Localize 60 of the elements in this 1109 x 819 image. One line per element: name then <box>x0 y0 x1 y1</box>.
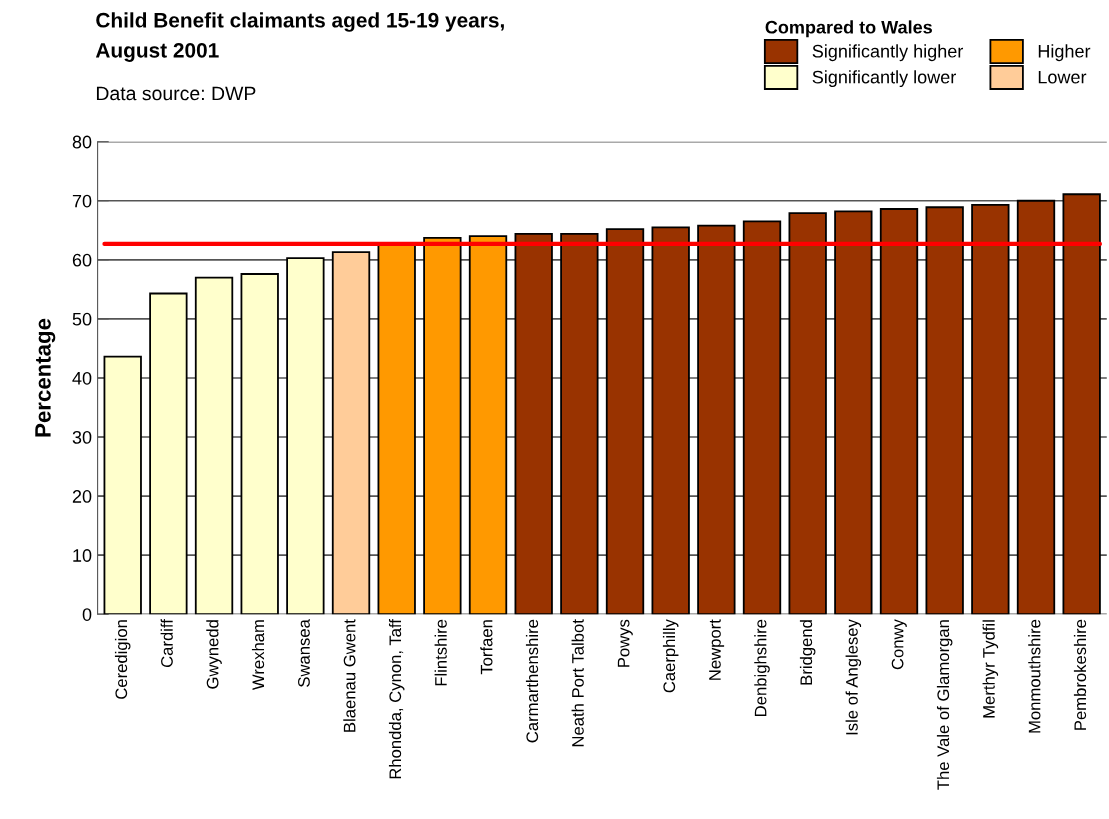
x-tick-label: Torfaen <box>480 620 493 675</box>
y-tick-label: 50 <box>72 312 92 326</box>
y-tick-label: 40 <box>72 371 92 385</box>
source-note: Data source: DWP <box>96 86 256 101</box>
bar <box>331 251 371 615</box>
bar <box>286 257 325 615</box>
x-tick-label: Monmouthshire <box>1028 619 1041 733</box>
chart-title: Child Benefit claimants aged 15-19 years, August 2001 <box>95 12 504 62</box>
bar <box>149 292 188 615</box>
bar <box>560 232 599 615</box>
x-tick-label: Gwynedd <box>206 620 222 689</box>
bar <box>925 206 964 615</box>
y-tick-label: 80 <box>72 135 92 149</box>
x-tick-label: Isle of Anglesey <box>845 619 862 735</box>
bar <box>697 224 736 615</box>
bar <box>194 276 234 615</box>
bar <box>879 208 919 615</box>
x-tick-label: Cardiff <box>160 619 173 668</box>
x-tick-label: Caerphilly <box>662 619 679 693</box>
legend-label: Significantly higher <box>812 44 964 62</box>
bar <box>240 273 279 615</box>
bar <box>103 355 142 615</box>
y-tick-label: 60 <box>72 253 92 267</box>
y-tick-label: 10 <box>73 549 92 562</box>
bar <box>971 203 1010 615</box>
bar <box>788 212 827 615</box>
x-tick-label: Bridgend <box>799 620 816 685</box>
x-tick-label: Ceredigion <box>114 620 131 699</box>
x-tick-label: Neath Port Talbot <box>571 619 584 747</box>
bar <box>742 220 782 615</box>
y-tick-label: 20 <box>72 490 92 503</box>
x-tick-label: Powys <box>617 619 633 667</box>
bar <box>1016 199 1056 615</box>
x-tick-label: Wrexham <box>251 620 265 691</box>
x-tick-label: Rhondda, Cynon, Taff <box>388 619 405 779</box>
legend-label: Significantly lower <box>812 70 956 88</box>
x-tick-label: Swansea <box>298 619 310 687</box>
x-tick-label: The Vale of Glamorgan <box>936 620 953 790</box>
x-tick-label: Newport <box>709 619 725 680</box>
legend-title: Compared to Wales <box>765 20 932 38</box>
x-tick-label: Denbighshire <box>754 619 770 716</box>
bar <box>651 226 690 615</box>
y-tick-label: 0 <box>82 608 92 621</box>
x-tick-label: Carmarthenshire <box>525 619 539 743</box>
bar <box>1062 193 1101 615</box>
x-tick-label: Blaenau Gwent <box>343 619 356 732</box>
legend-label: Higher <box>1038 44 1091 62</box>
bar <box>605 228 645 615</box>
x-tick-label: Merthyr Tydfil <box>982 620 999 718</box>
x-tick-label: Conwy <box>891 619 907 670</box>
bar <box>834 210 873 615</box>
x-tick-label: Pembrokeshire <box>1073 619 1087 730</box>
legend-label: Lower <box>1038 70 1087 84</box>
bar <box>468 235 508 615</box>
x-tick-label: Flintshire <box>434 619 447 686</box>
y-tick-label: 70 <box>72 194 92 208</box>
bar <box>423 237 462 615</box>
y-tick-label: 30 <box>72 430 92 444</box>
bar <box>514 232 553 615</box>
y-axis-title: Percentage <box>35 318 56 437</box>
